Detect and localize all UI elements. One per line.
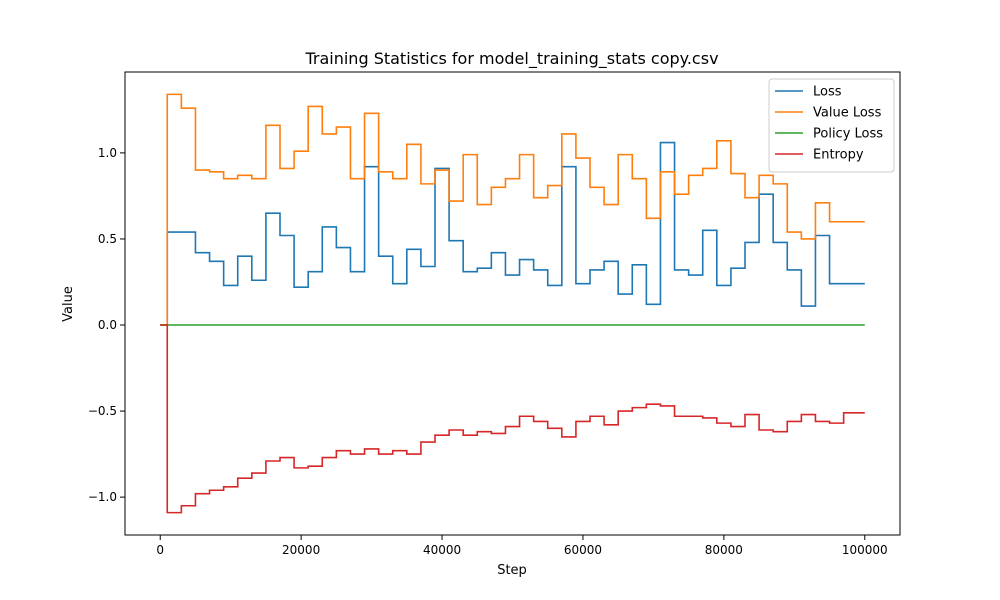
x-tick-label: 80000: [705, 543, 743, 557]
legend-label: Policy Loss: [813, 127, 883, 142]
plot-frame: [124, 71, 901, 536]
y-tick-label: 1.0: [98, 146, 117, 160]
y-tick-label: 0.0: [98, 318, 117, 332]
x-tick-label: 20000: [282, 543, 320, 557]
legend-label: Entropy: [813, 148, 864, 163]
y-axis-label: Value: [61, 286, 76, 322]
series-line-entropy: [160, 324, 865, 514]
series-line-value-loss: [160, 93, 865, 326]
chart-title: Training Statistics for model_training_s…: [304, 49, 718, 69]
x-axis-label: Step: [497, 563, 527, 578]
x-tick-label: 60000: [564, 543, 602, 557]
y-tick-label: −1.0: [88, 490, 117, 504]
y-axis: −1.0 −0.5 0.0 0.5 1.0: [88, 146, 125, 504]
series-line-loss: [160, 141, 865, 326]
x-tick-label: 40000: [423, 543, 461, 557]
y-tick-label: 0.5: [98, 232, 117, 246]
x-axis: 0 20000 40000 60000 80000 100000: [156, 535, 888, 557]
x-tick-label: 0: [156, 543, 164, 557]
x-tick-label: 100000: [842, 543, 888, 557]
legend: Loss Value Loss Policy Loss Entropy: [768, 78, 895, 173]
legend-label: Value Loss: [813, 106, 882, 121]
legend-label: Loss: [813, 85, 842, 100]
legend-box: [768, 78, 895, 173]
series-layer: [160, 93, 865, 514]
y-tick-label: −0.5: [88, 404, 117, 418]
